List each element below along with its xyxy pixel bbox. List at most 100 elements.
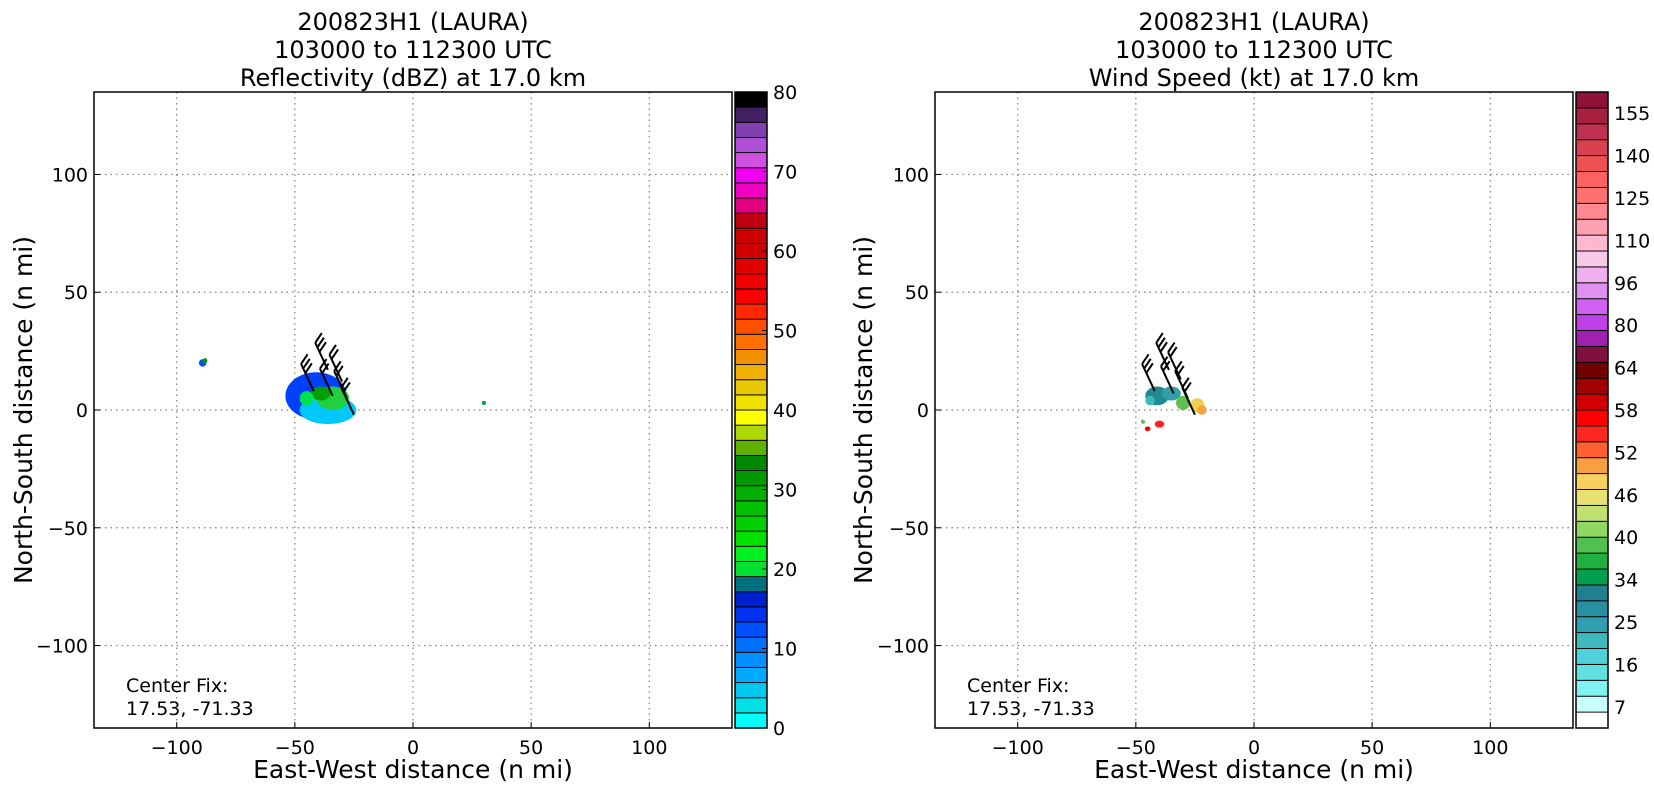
wind-barb-flag	[330, 348, 339, 360]
wind-barb-staff	[319, 368, 334, 397]
colorbar-segment	[734, 227, 768, 244]
colorbar-segment	[1575, 282, 1609, 300]
colorbar-segment	[734, 394, 768, 411]
wind-barb-flag	[333, 360, 342, 372]
colorbar-segment	[1575, 536, 1609, 554]
wind-barb-flag	[300, 353, 309, 365]
colorbar-tick-label: 70	[773, 162, 797, 184]
colorbar-segment	[1575, 441, 1609, 459]
chart-title-line: 200823H1 (LAURA)	[1138, 8, 1369, 36]
data-region	[1144, 426, 1151, 432]
colorbar-segment	[734, 439, 768, 456]
center-fix-annotation: Center Fix:	[967, 675, 1069, 697]
wind-barb-flag	[335, 365, 344, 377]
colorbar-tick-label: 16	[1614, 654, 1638, 676]
wind-barb-flag	[1176, 365, 1185, 377]
colorbar-segment	[734, 348, 768, 366]
colorbar-segment	[1575, 600, 1609, 618]
colorbar-segment	[734, 91, 768, 108]
wind-barb-flag	[1181, 377, 1190, 389]
x-tick-label: −100	[151, 737, 203, 759]
colorbar-segment	[734, 303, 768, 320]
colorbar-segment	[1575, 234, 1609, 252]
wind-barb	[300, 353, 315, 392]
y-tick-label: −50	[48, 518, 88, 540]
data-region	[1197, 405, 1207, 415]
data-region	[1176, 395, 1191, 410]
wind-barb-flag	[1162, 360, 1171, 372]
colorbar-tick-label: 40	[1614, 527, 1638, 549]
colorbar-segment	[1575, 155, 1609, 172]
wind-barb-flag	[1169, 346, 1178, 358]
colorbar-segment	[1575, 171, 1609, 188]
colorbar-tick-label: 50	[773, 321, 797, 343]
y-tick-label: −100	[36, 636, 88, 658]
x-tick-label: −100	[992, 737, 1044, 759]
colorbar-segment	[1575, 489, 1609, 506]
colorbar-tick-label: 80	[1614, 315, 1638, 337]
colorbar-segment	[734, 621, 768, 638]
colorbar-tick-label: 25	[1614, 612, 1638, 634]
colorbar-segment	[1575, 202, 1609, 220]
x-tick-label: 100	[1472, 737, 1508, 759]
colorbar-segment	[734, 333, 768, 350]
colorbar-segment	[1575, 330, 1609, 347]
colorbar-segment	[1575, 584, 1609, 602]
wind-barb	[1160, 356, 1175, 394]
x-axis-label: East-West distance (n mi)	[253, 755, 573, 784]
colorbar-segment	[1575, 679, 1609, 697]
colorbar-segment	[734, 106, 768, 123]
colorbar-frame	[1575, 91, 1609, 729]
wind-barb-flag	[319, 358, 328, 370]
colorbar-segment	[1575, 663, 1609, 681]
colorbar-segment	[1575, 616, 1609, 634]
colorbar-segment	[734, 288, 768, 305]
center-fix-annotation: 17.53, -71.33	[967, 698, 1095, 720]
colorbar-segment	[1575, 91, 1609, 109]
colorbar-segment	[1575, 186, 1609, 204]
x-tick-label: 50	[1360, 737, 1384, 759]
wind-barb-flag	[304, 362, 313, 374]
chart-title-line: Wind Speed (kt) at 17.0 km	[1089, 64, 1420, 92]
colorbar-segment	[734, 152, 768, 169]
colorbar-segment	[734, 485, 768, 502]
chart-title-line: 103000 to 112300 UTC	[1115, 36, 1393, 64]
colorbar-segment	[734, 666, 768, 684]
wind-barb	[314, 332, 329, 371]
y-tick-label: 50	[64, 282, 88, 304]
colorbar-segment	[1575, 695, 1609, 713]
colorbar-segment	[734, 500, 768, 517]
y-axis-label: North-South distance (n mi)	[849, 236, 878, 584]
colorbar-segment	[734, 712, 768, 729]
colorbar-segment	[1575, 393, 1609, 411]
colorbar-segment	[1575, 520, 1609, 538]
data-region	[299, 391, 314, 406]
y-tick-label: −100	[877, 636, 929, 658]
data-region	[1145, 395, 1155, 406]
chart-title-line: 200823H1 (LAURA)	[297, 8, 528, 36]
wind-barb-staff	[300, 363, 315, 392]
wind-barb-flag	[328, 344, 337, 356]
colorbar-segment	[734, 651, 768, 668]
colorbar-segment	[734, 697, 768, 714]
colorbar-segment	[1575, 648, 1609, 665]
wind-barb-flag	[340, 377, 349, 389]
colorbar-segment	[734, 182, 768, 199]
wind-barb	[1181, 377, 1196, 416]
colorbar-segment	[734, 470, 768, 487]
colorbar-tick-label: 10	[773, 639, 797, 661]
colorbar-segment	[1575, 409, 1609, 427]
center-fix-annotation: Center Fix:	[126, 675, 228, 697]
colorbar-segment	[734, 606, 768, 623]
colorbar-segment	[734, 212, 768, 229]
chart-title-line: 103000 to 112300 UTC	[274, 36, 552, 64]
wind-barb-flag	[314, 332, 323, 344]
wind-barb-flag	[1174, 360, 1183, 372]
colorbar-segment	[734, 364, 768, 381]
colorbar-tick-label: 110	[1614, 230, 1650, 252]
data-region	[481, 400, 487, 406]
colorbar-segment	[734, 409, 768, 426]
wind-barb-staff	[314, 342, 329, 371]
data-region	[202, 358, 208, 363]
